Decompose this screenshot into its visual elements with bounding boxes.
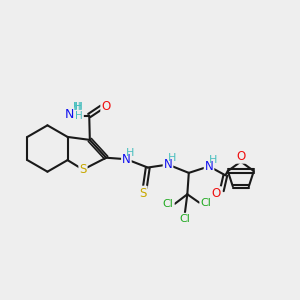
Text: H: H [168,153,176,163]
Text: N: N [164,158,172,171]
Text: N: N [64,108,74,121]
Text: O: O [236,150,245,163]
Text: H: H [73,102,81,112]
Text: N: N [205,160,213,173]
Text: Cl: Cl [163,200,174,209]
Text: H: H [208,155,217,165]
Text: O: O [212,187,221,200]
Text: H: H [126,148,134,158]
Text: H₂N: H₂N [71,113,74,114]
Text: Cl: Cl [200,198,211,208]
Text: H: H [74,102,82,112]
Text: N: N [122,153,131,166]
Text: N: N [66,109,74,122]
Text: S: S [139,187,147,200]
Text: S: S [79,163,87,176]
Text: Cl: Cl [179,214,190,224]
Text: H: H [75,102,83,112]
Text: O: O [101,100,110,112]
Text: H: H [75,110,83,121]
